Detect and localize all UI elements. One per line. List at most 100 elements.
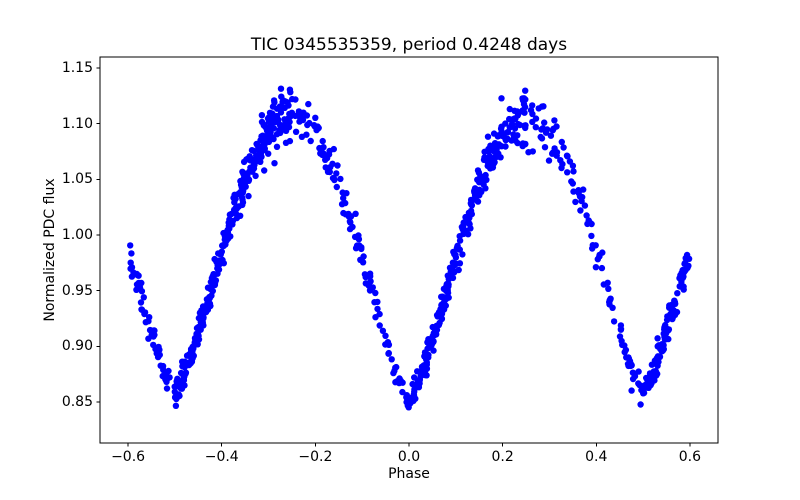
y-tick-label: 0.90 [61,338,93,355]
data-point [300,109,307,116]
data-point [500,131,507,139]
data-point [682,259,689,266]
data-point [682,254,689,262]
data-point [508,120,516,128]
data-point [592,264,600,271]
data-point [357,256,364,263]
data-point [529,118,536,126]
data-point [444,289,452,297]
data-point [313,126,320,134]
data-point [252,172,259,180]
data-point [433,331,440,338]
data-point [470,196,478,203]
data-point [347,219,354,226]
x-tick-label: 0.4 [585,449,608,465]
data-point [237,177,244,185]
data-point [445,281,452,289]
data-point [506,105,513,113]
x-tick-label: 0.6 [678,449,702,465]
data-point [628,387,635,394]
data-point [558,138,565,146]
data-point [495,132,502,139]
data-point [260,142,267,149]
data-point [502,120,509,127]
data-point [303,131,310,138]
data-point [292,128,300,135]
data-point [662,331,669,338]
data-point [491,140,499,147]
data-point [277,122,285,129]
data-point [657,345,664,353]
data-point [435,321,443,329]
data-point [137,299,145,306]
data-point [412,395,419,402]
data-point [199,319,206,326]
data-point [560,144,567,151]
data-point [609,304,616,311]
data-point [133,286,140,293]
data-point [468,201,475,208]
data-point [224,227,231,234]
y-axis-label: Normalized PDC flux [42,178,58,322]
data-point [248,147,256,154]
data-point [497,154,504,161]
data-point [592,242,599,249]
data-point [643,374,650,382]
data-point [566,158,574,165]
data-point [547,132,555,139]
data-point [607,295,614,302]
data-point [282,127,290,134]
data-point [522,122,529,129]
data-point [385,350,392,357]
data-point [663,316,671,324]
data-point [142,319,149,326]
data-point [449,259,457,266]
data-point [411,386,418,393]
data-point [362,273,369,281]
data-point [642,382,649,389]
data-point [575,189,582,197]
data-point [471,187,478,195]
data-point [610,318,618,325]
data-point [310,122,318,129]
data-point [181,364,188,371]
y-tick-label: 1.15 [61,60,93,77]
data-point [512,115,519,123]
data-point [484,162,491,170]
data-point [676,283,683,290]
data-point [319,151,326,159]
data-point [346,225,354,233]
data-point [572,198,579,206]
data-point [568,178,575,185]
data-point [581,202,589,209]
data-point [487,142,494,149]
data-point [570,188,577,195]
data-point [655,358,662,366]
data-point [231,208,239,215]
data-point [489,164,497,171]
data-point [340,194,347,202]
data-point [239,201,246,209]
data-point [257,158,264,165]
data-point [583,212,590,219]
data-point [423,359,430,366]
data-point [564,169,571,176]
data-point [461,230,468,237]
data-point [296,114,304,121]
y-tick-label: 0.85 [61,394,93,411]
data-point [557,157,564,164]
y-tick-label: 0.95 [61,282,93,299]
data-point [439,305,447,313]
data-point [141,310,148,318]
data-point [371,299,378,306]
x-tick-label: 0.0 [397,449,421,465]
x-tick-label: −0.4 [204,449,239,465]
data-point [277,109,285,116]
data-point [179,371,187,379]
data-point [527,106,535,114]
data-point [665,326,673,333]
data-point [650,372,657,379]
data-point [487,157,495,164]
